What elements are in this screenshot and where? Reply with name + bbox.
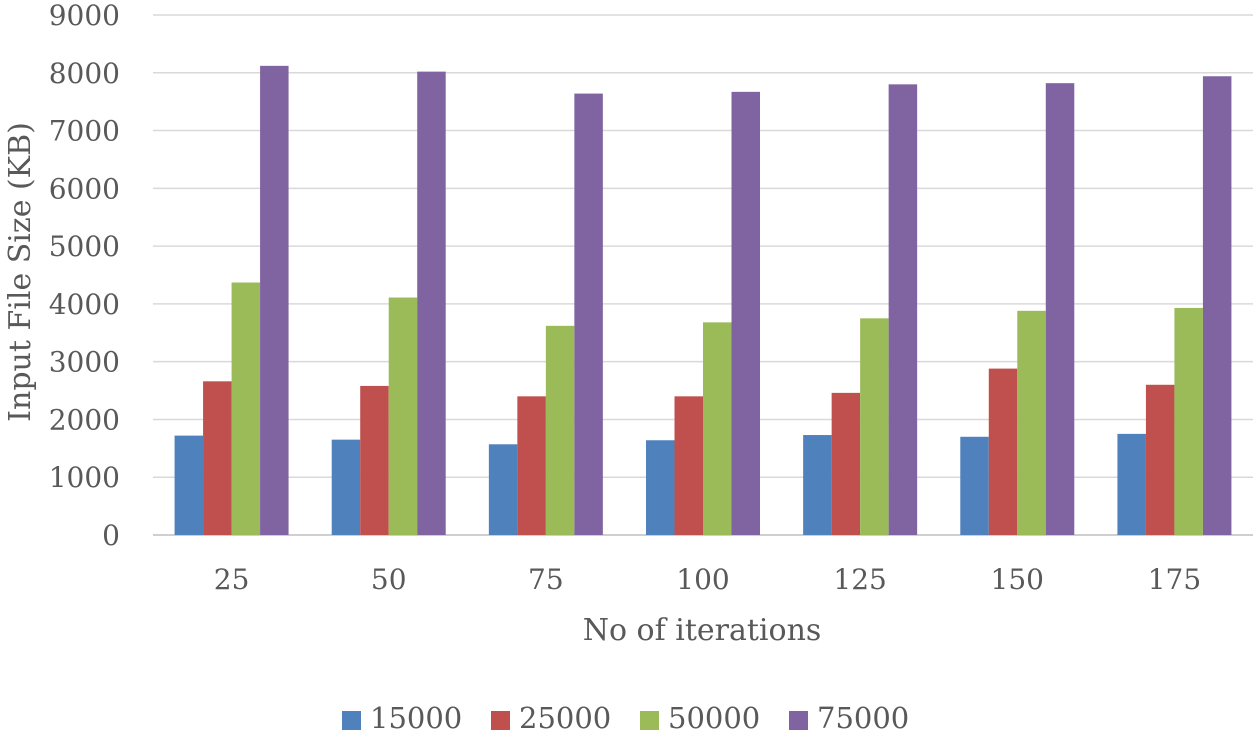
x-tick-label: 75	[528, 563, 564, 596]
y-axis-ticks: 0 1000 2000 3000 4000 5000 6000 7000 8000 9000	[49, 0, 120, 552]
x-tick-label: 150	[991, 563, 1044, 596]
bar-series-15000-cat-75	[488, 444, 518, 535]
bar-series-75000-cat-50	[417, 71, 446, 535]
x-tick-label: 175	[1148, 563, 1201, 596]
legend: 15000 25000 50000 75000	[342, 701, 909, 735]
legend-swatch-50000	[640, 711, 659, 730]
bar-series-25000-cat-50	[360, 385, 389, 535]
bar-series-15000-cat-50	[331, 439, 361, 535]
legend-swatch-75000	[789, 711, 808, 730]
legend-label-75000: 75000	[817, 701, 909, 735]
y-tick-label: 0	[102, 519, 120, 552]
legend-label-25000: 25000	[519, 701, 611, 735]
bar-series-50000-cat-100	[703, 322, 732, 535]
bar-series-15000-cat-100	[646, 440, 675, 535]
y-tick-label: 1000	[49, 461, 120, 494]
bar-series-50000-cat-50	[388, 297, 418, 535]
x-axis-ticks: 25 50 75 100 125 150 175	[214, 563, 1201, 596]
bar-series-50000-cat-150	[1017, 310, 1046, 535]
bar-series-25000-cat-100	[674, 396, 703, 535]
x-tick-label: 50	[371, 563, 407, 596]
y-tick-label: 6000	[49, 172, 120, 205]
legend-label-15000: 15000	[370, 701, 462, 735]
x-tick-label: 100	[676, 563, 729, 596]
y-tick-label: 9000	[49, 0, 120, 32]
bar-series-75000-cat-100	[731, 91, 760, 535]
y-tick-label: 5000	[49, 230, 120, 263]
bar-series-25000-cat-175	[1145, 384, 1175, 535]
x-axis-label: No of iterations	[583, 613, 822, 648]
bar-series-15000-cat-25	[174, 435, 204, 535]
bar-series-25000-cat-25	[203, 381, 232, 535]
y-tick-label: 4000	[49, 288, 120, 321]
legend-swatch-25000	[491, 711, 510, 730]
x-tick-label: 25	[214, 563, 250, 596]
bar-series-75000-cat-125	[888, 84, 918, 535]
y-tick-label: 7000	[49, 115, 120, 148]
bar-series-15000-cat-175	[1117, 433, 1146, 535]
y-tick-label: 8000	[49, 57, 120, 90]
y-tick-label: 2000	[49, 403, 120, 436]
bar-series-50000-cat-75	[545, 325, 575, 535]
legend-swatch-15000	[342, 711, 361, 730]
bar-series-15000-cat-150	[960, 436, 989, 535]
y-axis-label: Input File Size (KB)	[3, 122, 38, 422]
bar-series-15000-cat-125	[803, 435, 832, 535]
bar-series-25000-cat-150	[988, 368, 1018, 535]
bar-series-50000-cat-125	[860, 318, 889, 535]
bar-series-75000-cat-175	[1202, 76, 1232, 535]
bar-series-50000-cat-25	[231, 282, 261, 535]
bar-series-75000-cat-75	[574, 93, 603, 536]
bar-series-25000-cat-125	[831, 392, 861, 535]
bar-series-75000-cat-150	[1045, 83, 1075, 535]
bar-series-75000-cat-25	[260, 65, 289, 535]
bar-series-50000-cat-175	[1174, 307, 1203, 535]
y-tick-label: 3000	[49, 346, 120, 379]
legend-label-50000: 50000	[668, 701, 760, 735]
bar-series-25000-cat-75	[517, 396, 546, 535]
x-tick-label: 125	[833, 563, 886, 596]
bars	[174, 65, 1232, 536]
